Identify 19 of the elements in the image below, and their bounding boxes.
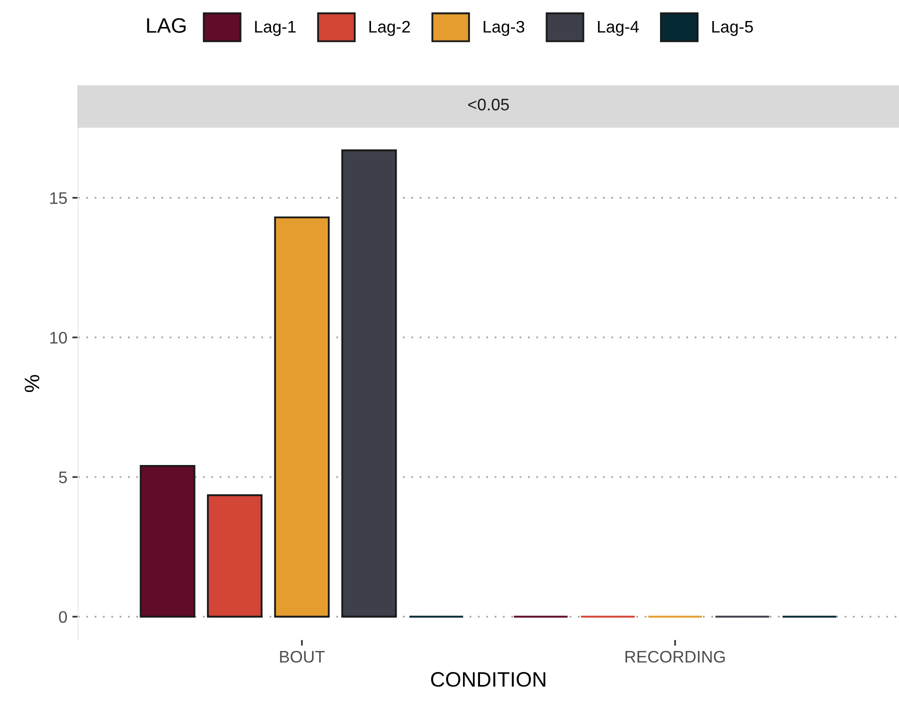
chart-subtitle: <0.05 <box>468 98 509 110</box>
y-tick-label: 5 <box>58 472 67 484</box>
bar <box>341 149 397 618</box>
x-axis-title: CONDITION <box>431 672 546 687</box>
legend-title: LAG <box>147 18 186 33</box>
y-tick-label: 10 <box>50 332 67 344</box>
y-axis-title: % <box>24 374 40 392</box>
x-tick-label: BOUT <box>280 650 325 663</box>
legend-label: Lag-2 <box>369 20 410 36</box>
legend-label: Lag-4 <box>598 21 639 36</box>
legend-label: Lag-3 <box>484 20 524 36</box>
y-tick-label: 15 <box>50 192 67 204</box>
bar <box>140 464 196 618</box>
y-tick-label: 0 <box>58 611 67 623</box>
legend-label: Lag-1 <box>255 21 296 36</box>
x-tick-label: RECORDING <box>626 650 725 663</box>
bar <box>274 216 330 618</box>
bar <box>206 494 263 618</box>
legend-label: Lag-5 <box>712 21 753 36</box>
